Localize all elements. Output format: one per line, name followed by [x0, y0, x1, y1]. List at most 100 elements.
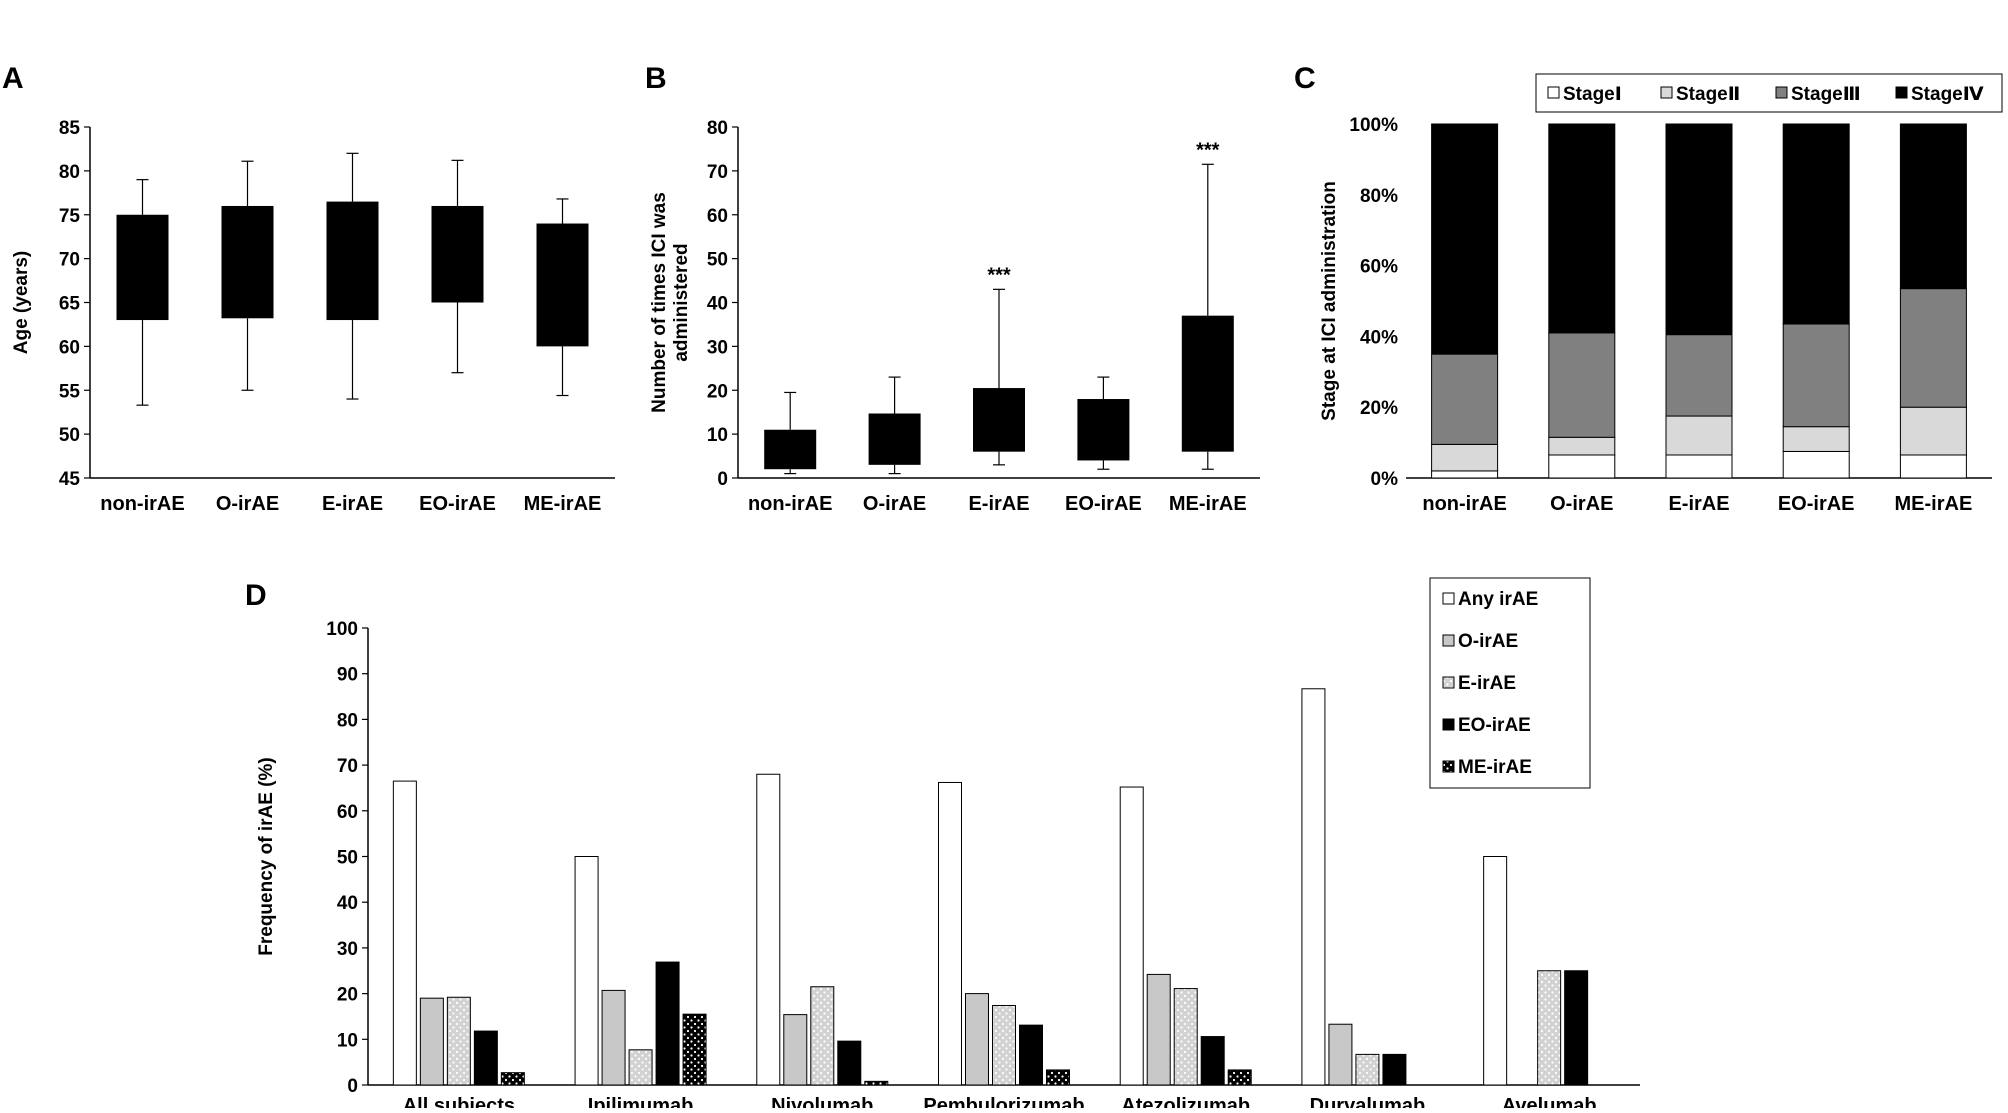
y-tick-label: 60: [59, 337, 80, 358]
legend-swatch: [1547, 86, 1560, 99]
y-tick-label: 0: [717, 469, 728, 490]
box: [1077, 399, 1130, 461]
bar: [500, 1072, 525, 1086]
y-tick-label: 0%: [1371, 469, 1399, 490]
y-tick-label: 70: [59, 250, 80, 271]
y-axis-label: Frequency of irAE (%): [256, 757, 277, 955]
bar-segment: [1431, 123, 1499, 355]
legend-swatch: [1660, 86, 1673, 99]
bar: [1382, 1053, 1407, 1086]
legend-label: StageⅠ: [1563, 84, 1622, 105]
x-tick-label: EO-irAE: [419, 493, 496, 515]
bar: [1564, 970, 1589, 1086]
x-tick-label: EO-irAE: [1778, 493, 1855, 515]
bar: [756, 773, 781, 1086]
y-tick-label: 20: [337, 985, 358, 1006]
box: [221, 205, 274, 319]
panel-letter-c: C: [1294, 62, 1316, 95]
legend-label: Any irAE: [1458, 589, 1538, 610]
legend-box: [1429, 577, 1591, 789]
bar-segment: [1431, 353, 1499, 445]
legend-label: StageⅣ: [1911, 84, 1984, 105]
bar: [1355, 1053, 1380, 1086]
y-tick-label: 60%: [1360, 257, 1398, 278]
bar: [1483, 856, 1508, 1086]
box: [536, 223, 589, 347]
bar: [1046, 1069, 1070, 1086]
bar: [992, 1004, 1016, 1086]
bar-segment: [1665, 415, 1733, 456]
bar: [1537, 970, 1562, 1086]
chart-c: 0% 20% 40% 60% 80% 100% non-irAE O-irAE E-irAE EO…: [1319, 73, 2003, 515]
y-tick-label: 50: [59, 425, 80, 446]
bar: [628, 1049, 653, 1086]
legend-swatch: [1895, 86, 1908, 99]
y-axis-label: Number of times ICI was: [649, 192, 670, 413]
x-tick-label: ME-irAE: [524, 493, 602, 515]
y-tick-label: 70: [337, 756, 358, 777]
legend-label: E-irAE: [1458, 673, 1516, 694]
legend-label: ME-irAE: [1458, 757, 1532, 778]
box: [116, 214, 169, 321]
x-tick-label: Nivolumab: [771, 1095, 873, 1108]
y-tick-label: 40: [707, 294, 728, 315]
x-tick-label: Durvalumab: [1310, 1095, 1426, 1108]
bar: [1119, 786, 1144, 1086]
legend-swatch: [1442, 718, 1455, 731]
bar-segment: [1782, 123, 1850, 325]
y-tick-label: 100%: [1349, 115, 1398, 136]
y-axis-label: Age (years): [11, 251, 32, 355]
bar-segment: [1899, 454, 1967, 479]
bar-segment: [1431, 470, 1499, 479]
bar: [1019, 1024, 1043, 1086]
y-tick-label: 50: [707, 250, 728, 271]
panel-letter-b: B: [645, 62, 667, 95]
legend-label: O-irAE: [1458, 631, 1518, 652]
y-tick-label: 10: [707, 425, 728, 446]
y-tick-label: 100: [326, 619, 358, 640]
x-tick-label: ME-irAE: [1169, 493, 1247, 515]
y-tick-label: 55: [59, 381, 81, 402]
box: [868, 413, 921, 465]
bar-segment: [1665, 334, 1733, 417]
x-tick-label: Pembulorizumab: [923, 1095, 1084, 1108]
legend-label: StageⅢ: [1791, 84, 1861, 105]
y-tick-label: 40%: [1360, 327, 1398, 348]
y-tick-label: 80%: [1360, 186, 1398, 207]
y-tick-label: 30: [707, 337, 728, 358]
bar-segment: [1548, 123, 1616, 334]
y-tick-label: 40: [337, 893, 358, 914]
legend-swatch: [1442, 676, 1455, 689]
legend-label: StageⅡ: [1676, 84, 1740, 105]
x-tick-label: O-irAE: [216, 493, 279, 515]
y-tick-label: 30: [337, 939, 358, 960]
bar-segment: [1899, 123, 1967, 290]
y-tick-label: 10: [337, 1030, 358, 1051]
y-tick-label: 75: [59, 206, 81, 227]
bar: [783, 1014, 808, 1086]
y-tick-label: 80: [59, 162, 80, 183]
bar-segment: [1431, 443, 1499, 472]
bar: [682, 1013, 707, 1086]
bar: [574, 856, 599, 1086]
y-tick-label: 50: [337, 848, 358, 869]
significance-label: ***: [987, 264, 1011, 286]
box: [326, 201, 379, 321]
significance-label: ***: [1196, 139, 1220, 161]
x-tick-label: non-irAE: [1422, 493, 1506, 515]
legend-swatch: [1442, 760, 1455, 773]
x-tick-label: ME-irAE: [1895, 493, 1973, 515]
bar: [837, 1040, 862, 1086]
x-tick-label: non-irAE: [100, 493, 184, 515]
legend-label: EO-irAE: [1458, 715, 1531, 736]
bar: [1301, 688, 1326, 1086]
y-axis-label: Stage at ICI administration: [1319, 181, 1340, 421]
bar: [392, 780, 417, 1086]
y-tick-label: 20%: [1360, 398, 1398, 419]
y-tick-label: 20: [707, 381, 728, 402]
bar-segment: [1899, 406, 1967, 456]
y-tick-label: 0: [347, 1076, 358, 1097]
bar-segment: [1548, 332, 1616, 438]
bar: [965, 993, 989, 1086]
